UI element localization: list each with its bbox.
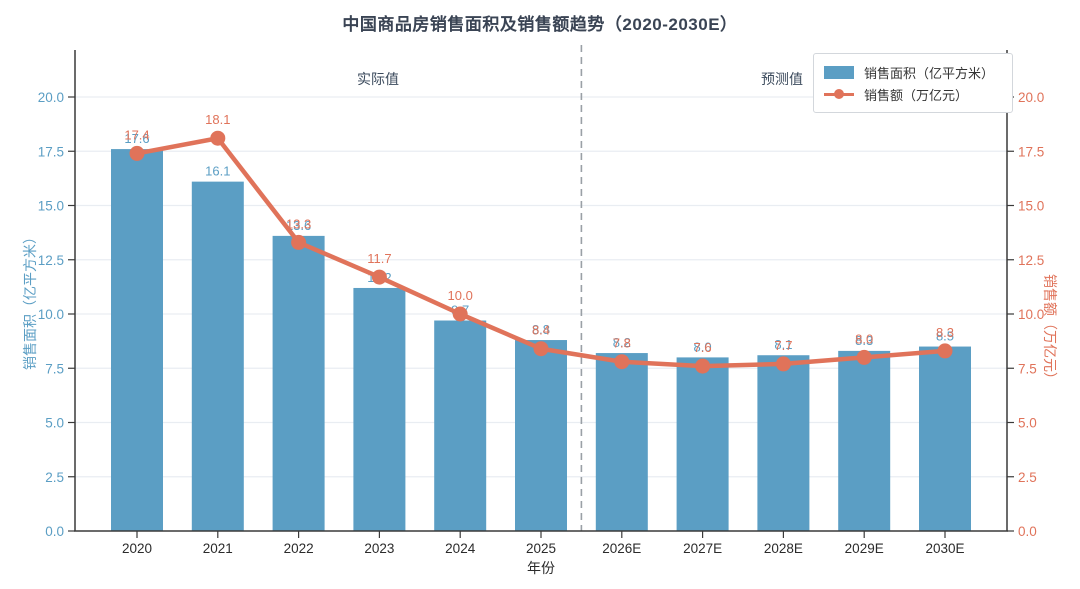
legend-item-area: 销售面积（亿平方米） bbox=[824, 61, 1002, 83]
bar-value-label: 8.8 bbox=[532, 322, 550, 337]
bar bbox=[191, 181, 244, 531]
line-marker bbox=[291, 234, 307, 250]
bar-value-label: 17.6 bbox=[124, 131, 149, 146]
right-tick-label: 12.5 bbox=[1018, 253, 1044, 268]
bar bbox=[757, 355, 810, 531]
x-tick-label: 2022 bbox=[284, 541, 314, 556]
right-tick-label: 0.0 bbox=[1018, 524, 1037, 539]
right-tick-label: 10.0 bbox=[1018, 307, 1044, 322]
line-marker bbox=[695, 358, 711, 374]
line-value-label: 13.3 bbox=[286, 216, 311, 231]
right-tick-label: 7.5 bbox=[1018, 361, 1037, 376]
annotation-actual: 实际值 bbox=[357, 71, 399, 87]
left-tick-label: 17.5 bbox=[38, 144, 64, 159]
x-axis-title: 年份 bbox=[527, 560, 555, 576]
x-tick-label: 2025 bbox=[526, 541, 556, 556]
line-marker bbox=[614, 354, 630, 370]
line-marker bbox=[856, 349, 872, 365]
line-value-label: 7.8 bbox=[613, 336, 631, 351]
line-marker bbox=[129, 145, 145, 161]
legend-label-area: 销售面积（亿平方米） bbox=[864, 65, 995, 81]
bar bbox=[838, 350, 891, 531]
line-value-label: 7.6 bbox=[694, 340, 712, 355]
line-marker bbox=[210, 130, 226, 146]
left-tick-label: 10.0 bbox=[38, 307, 64, 322]
line-marker bbox=[775, 356, 791, 372]
right-tick-label: 17.5 bbox=[1018, 144, 1044, 159]
line-value-label: 7.7 bbox=[774, 338, 792, 353]
left-tick-label: 5.0 bbox=[45, 416, 64, 431]
left-tick-label: 15.0 bbox=[38, 199, 64, 214]
right-tick-label: 15.0 bbox=[1018, 199, 1044, 214]
bar-value-label: 8.2 bbox=[613, 335, 631, 350]
line-value-label: 17.4 bbox=[124, 127, 149, 142]
x-tick-label: 2030E bbox=[925, 541, 964, 556]
left-tick-label: 12.5 bbox=[38, 253, 64, 268]
bar bbox=[595, 353, 648, 531]
left-tick-label: 0.0 bbox=[45, 524, 64, 539]
line-value-label: 8.4 bbox=[532, 323, 550, 338]
bar-value-label: 8.0 bbox=[694, 339, 712, 354]
x-tick-label: 2023 bbox=[364, 541, 394, 556]
x-tick-label: 2020 bbox=[122, 541, 152, 556]
line-marker bbox=[937, 343, 953, 359]
left-axis-title: 销售面积（亿平方米） bbox=[22, 230, 38, 370]
right-axis-title: 销售额（万亿元） bbox=[1042, 274, 1058, 386]
x-tick-label: 2028E bbox=[764, 541, 803, 556]
bar bbox=[353, 287, 406, 531]
x-tick-label: 2021 bbox=[203, 541, 233, 556]
bar-value-label: 8.1 bbox=[774, 337, 792, 352]
bar bbox=[434, 320, 487, 531]
line-marker bbox=[371, 269, 387, 285]
bar bbox=[676, 357, 729, 531]
bar-value-label: 13.6 bbox=[286, 218, 311, 233]
bar-value-label: 8.5 bbox=[936, 329, 954, 344]
x-tick-label: 2027E bbox=[683, 541, 722, 556]
bar bbox=[919, 346, 971, 531]
chart-title: 中国商品房销售面积及销售额趋势（2020-2030E） bbox=[342, 15, 738, 34]
bar bbox=[272, 235, 325, 531]
line-value-label: 11.7 bbox=[367, 251, 391, 266]
line-value-label: 10.0 bbox=[448, 288, 473, 303]
right-tick-label: 2.5 bbox=[1018, 470, 1037, 485]
left-tick-label: 2.5 bbox=[45, 470, 64, 485]
bar bbox=[515, 340, 567, 531]
line-value-label: 18.1 bbox=[205, 112, 230, 127]
right-tick-label: 20.0 bbox=[1018, 90, 1044, 105]
x-tick-label: 2029E bbox=[845, 541, 884, 556]
line-value-label: 8.0 bbox=[855, 331, 873, 346]
legend-item-amount: 销售额（万亿元） bbox=[824, 83, 1002, 105]
line-marker bbox=[533, 341, 549, 357]
legend: 销售面积（亿平方米） 销售额（万亿元） bbox=[813, 53, 1013, 113]
legend-label-amount: 销售额（万亿元） bbox=[864, 87, 969, 103]
annotation-forecast: 预测值 bbox=[761, 71, 803, 87]
right-tick-label: 5.0 bbox=[1018, 416, 1037, 431]
x-tick-label: 2024 bbox=[445, 541, 476, 556]
bar-value-label: 16.1 bbox=[205, 164, 230, 179]
x-tick-label: 2026E bbox=[602, 541, 641, 556]
bar-value-label: 8.3 bbox=[855, 333, 873, 348]
line-swatch-icon bbox=[824, 88, 854, 101]
left-tick-label: 7.5 bbox=[45, 361, 64, 376]
bar bbox=[111, 149, 163, 531]
line-value-label: 8.3 bbox=[936, 325, 954, 340]
line-marker bbox=[452, 306, 468, 322]
bar-swatch-icon bbox=[824, 65, 854, 79]
left-tick-label: 20.0 bbox=[38, 90, 64, 105]
